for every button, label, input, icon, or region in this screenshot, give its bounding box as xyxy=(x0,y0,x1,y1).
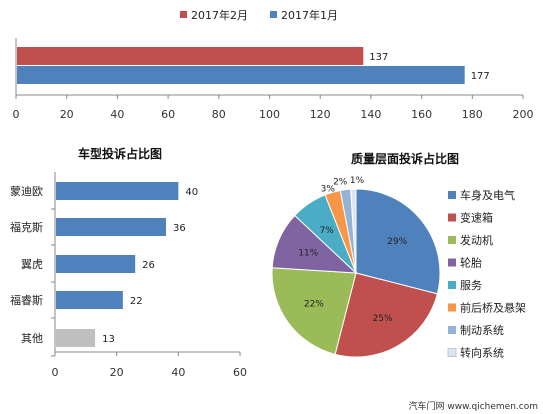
chart1-tick-label-6: 120 xyxy=(310,108,331,121)
chart2-value-label-0: 40 xyxy=(185,187,198,198)
pie-legend-label-5: 前后桥及悬架 xyxy=(460,301,526,315)
quality-complaint-pie: 质量层面投诉占比图 29% 25% 22% 11% 7% 3%2% 1% 车身及电气变速箱发… xyxy=(271,151,526,360)
chart2-category-label-2: 翼虎 xyxy=(21,258,43,271)
chart2-category-label-3: 福睿斯 xyxy=(10,293,43,307)
pie-legend-label-0: 车身及电气 xyxy=(460,188,515,202)
pie-legend-swatch-2 xyxy=(448,236,456,244)
chart2-tick-label-1: 20 xyxy=(110,366,124,379)
pie-label-0: 29% xyxy=(387,237,407,247)
pie-slice-2 xyxy=(271,267,357,355)
pie-slice-1 xyxy=(334,272,438,358)
chart1-value-label-1: 177 xyxy=(471,71,490,82)
chart1-bar-0 xyxy=(17,47,364,65)
pie-slice-0 xyxy=(355,188,441,295)
pie-legend-label-6: 制动系统 xyxy=(460,324,504,337)
chart1-tick-label-0: 0 xyxy=(13,108,20,121)
chart2-tick-label-2: 40 xyxy=(171,366,185,379)
chart2-category-label-1: 福克斯 xyxy=(10,220,43,234)
chart2-category-label-0: 蒙迪欧 xyxy=(10,185,43,198)
pie-label-7: 1% xyxy=(350,176,365,186)
pie-label-2: 22% xyxy=(304,300,324,310)
watermark-text: 汽车门网 www.qichemen.com xyxy=(409,400,538,412)
pie-legend-swatch-5 xyxy=(448,303,456,312)
chart2-bar-4 xyxy=(56,329,96,347)
chart1-legend-swatch-0 xyxy=(180,11,187,18)
chart1-tick-label-8: 160 xyxy=(411,108,432,121)
chart2-value-label-3: 22 xyxy=(130,296,143,307)
chart2-category-label-4: 其他 xyxy=(21,332,43,345)
chart1-legend: 2017年2月 2017年1月 xyxy=(180,8,338,22)
chart1-legend-swatch-1 xyxy=(270,11,277,18)
chart1-tick-label-2: 40 xyxy=(110,108,124,121)
chart2-bar-0 xyxy=(56,182,179,200)
chart2-value-label-4: 13 xyxy=(102,334,115,345)
chart1-tick-label-5: 100 xyxy=(259,108,280,121)
chart1-tick-label-7: 140 xyxy=(360,108,381,121)
chart2-bar-2 xyxy=(56,255,136,273)
chart2-bar-1 xyxy=(56,218,166,236)
chart1-tick-label-3: 60 xyxy=(161,108,175,121)
chart1-tick-label-10: 200 xyxy=(513,108,534,121)
chart1-legend-label-1: 2017年1月 xyxy=(281,8,338,22)
pie-label-4: 7% xyxy=(320,226,335,236)
pie-legend-label-7: 转向系统 xyxy=(460,346,504,360)
pie-legend-swatch-0 xyxy=(448,191,456,199)
chart2-tick-label-3: 60 xyxy=(233,366,247,379)
pie-legend-swatch-4 xyxy=(448,281,456,289)
pie-slice-7 xyxy=(350,188,357,274)
pie-legend-swatch-3 xyxy=(448,258,456,267)
pie-legend-label-3: 轮胎 xyxy=(460,256,482,270)
pie-legend-swatch-6 xyxy=(448,326,456,334)
chart2-title: 车型投诉占比图 xyxy=(78,146,162,161)
pie-label-6: 2% xyxy=(333,178,348,188)
pie-legend-label-4: 服务 xyxy=(460,279,482,292)
chart2-value-label-1: 36 xyxy=(173,223,186,234)
pie-legend-swatch-1 xyxy=(448,213,456,222)
pie-label-1: 25% xyxy=(373,314,393,324)
chart2-bar-3 xyxy=(56,291,123,309)
chart3-title: 质量层面投诉占比图 xyxy=(351,151,459,166)
pie-label-3: 11% xyxy=(298,248,318,258)
chart1-tick-label-4: 80 xyxy=(212,108,226,121)
chart2-value-label-2: 26 xyxy=(142,260,155,271)
pie-legend-label-2: 发动机 xyxy=(460,233,493,247)
model-complaint-chart: 车型投诉占比图 40 蒙迪欧 36 福克斯 26 翼虎 22 福睿斯 13 其他 0 20 40 60 xyxy=(10,146,247,379)
pie-label-5: 3% xyxy=(321,185,336,195)
pie-legend-swatch-7 xyxy=(447,348,457,357)
monthly-comparison-chart: 2017年2月 2017年1月 137 177 0 20 40 60 80 100 120 140… xyxy=(13,8,534,121)
chart1-legend-label-0: 2017年2月 xyxy=(191,8,248,22)
pie-legend-label-1: 变速箱 xyxy=(460,211,493,225)
chart1-tick-label-1: 20 xyxy=(60,108,74,121)
chart2-tick-label-0: 0 xyxy=(52,366,59,379)
chart1-bar-1 xyxy=(17,66,465,84)
chart1-value-label-0: 137 xyxy=(369,52,388,63)
chart1-tick-label-9: 180 xyxy=(462,108,483,121)
